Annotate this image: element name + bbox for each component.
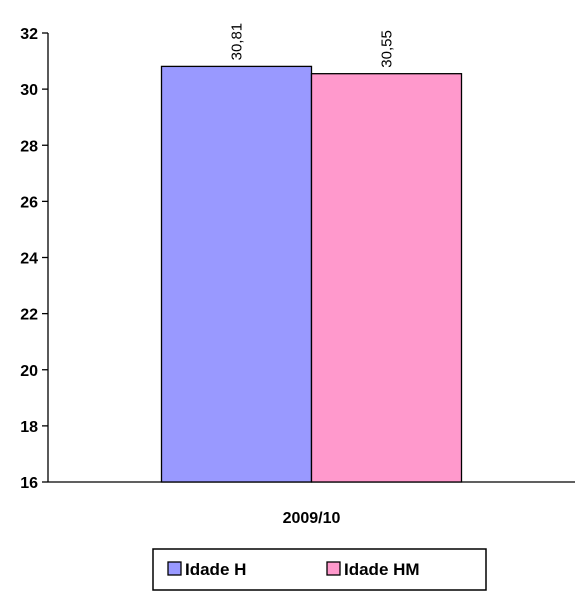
x-axis-categories: 2009/10 [283, 510, 341, 527]
legend-box [152, 548, 487, 591]
y-tick-label: 24 [20, 251, 38, 268]
data-label: 30,55 [379, 30, 396, 68]
y-tick-label: 16 [20, 475, 38, 492]
y-tick-label: 20 [20, 363, 38, 380]
legend-swatch [326, 561, 341, 576]
x-category-label: 2009/10 [283, 510, 341, 527]
y-axis-ticks: 16 18 20 22 24 26 28 30 32 [20, 26, 48, 492]
bar-idade-hm [310, 73, 463, 483]
y-tick-label: 18 [20, 419, 38, 436]
data-labels: 30,81 30,55 [229, 23, 396, 68]
data-label: 30,81 [229, 23, 246, 61]
bar-idade-h [160, 65, 313, 483]
y-tick-label: 26 [20, 194, 38, 211]
legend: Idade H Idade HM [152, 548, 487, 591]
y-tick-label: 22 [20, 307, 38, 324]
y-tick-label: 28 [20, 138, 38, 155]
bars [160, 65, 463, 483]
y-tick-label: 30 [20, 82, 38, 99]
legend-label: Idade H [185, 560, 246, 579]
legend-swatch [167, 561, 182, 576]
legend-label: Idade HM [344, 560, 420, 579]
y-tick-label: 32 [20, 26, 38, 43]
